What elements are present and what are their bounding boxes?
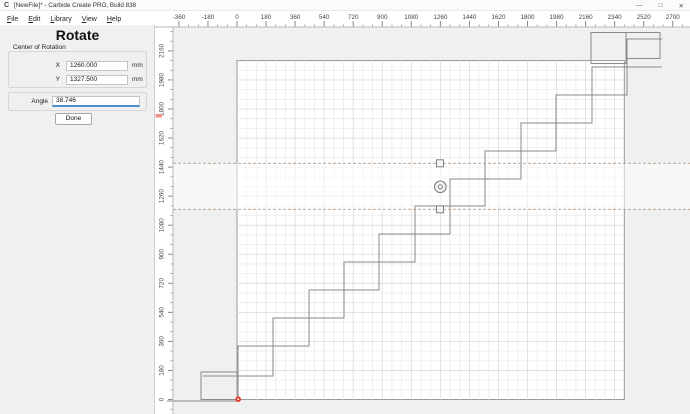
svg-text:1260: 1260 <box>159 189 166 204</box>
ruler-cursor-indicator <box>155 114 162 118</box>
svg-text:1080: 1080 <box>404 14 419 21</box>
shape-rect-3[interactable] <box>625 32 661 59</box>
rotation-center-handle[interactable] <box>433 180 447 194</box>
x-label: X <box>55 62 60 69</box>
rotate-panel: Rotate Center of Rotation X mm Y mm Angl… <box>0 25 155 414</box>
rotation-handle-top[interactable] <box>436 159 444 168</box>
svg-text:-360: -360 <box>173 14 186 21</box>
y-label: Y <box>55 76 60 83</box>
svg-text:1800: 1800 <box>159 101 166 116</box>
menu-item-help[interactable]: Help <box>106 15 122 23</box>
angle-label: Angle <box>31 97 48 105</box>
y-unit-label: mm <box>132 76 143 83</box>
svg-text:1440: 1440 <box>159 160 166 175</box>
menu-item-library[interactable]: Library <box>50 15 72 23</box>
svg-text:2340: 2340 <box>608 14 623 21</box>
svg-text:360: 360 <box>159 336 166 347</box>
shape-rect-1[interactable] <box>200 371 239 400</box>
page-title: Rotate <box>55 27 100 43</box>
selection-band <box>173 163 690 210</box>
rotate-overlay <box>173 159 690 214</box>
svg-text:1080: 1080 <box>159 218 166 233</box>
y-field[interactable] <box>66 74 128 85</box>
svg-text:1980: 1980 <box>550 14 565 21</box>
menu-item-edit[interactable]: Edit <box>28 15 41 23</box>
close-button[interactable]: ✕ <box>678 2 684 10</box>
svg-text:-180: -180 <box>202 14 215 21</box>
svg-text:900: 900 <box>159 249 166 260</box>
grid <box>237 60 625 400</box>
menu-item-file[interactable]: File <box>7 15 19 23</box>
svg-text:2700: 2700 <box>666 14 681 21</box>
svg-text:360: 360 <box>290 14 301 21</box>
left-ruler: 0 180 360 540 720 900 1080 1260 1440 1620 1800 1980… <box>159 31 173 410</box>
svg-text:2160: 2160 <box>159 43 166 58</box>
svg-text:2520: 2520 <box>637 14 652 21</box>
design-shapes[interactable] <box>167 32 662 402</box>
x-field[interactable] <box>66 60 128 71</box>
svg-text:1620: 1620 <box>159 131 166 146</box>
rotation-handle-bottom[interactable] <box>436 205 444 214</box>
app-icon: C <box>4 1 10 9</box>
title-bar: C [NewFile]* - Carbide Create PRO, Build… <box>0 0 690 11</box>
menu-bar: File Edit Library View Help <box>2 11 126 27</box>
center-of-rotation-label: Center of Rotation <box>13 44 66 51</box>
svg-text:720: 720 <box>159 278 166 289</box>
maximize-button[interactable]: □ <box>658 2 663 9</box>
x-unit-label: mm <box>132 62 143 69</box>
design-canvas[interactable]: -360 -180 0 180 360 540 720 900 1080 1260 1440 1620… <box>155 11 690 414</box>
svg-text:2160: 2160 <box>579 14 594 21</box>
svg-text:540: 540 <box>319 14 330 21</box>
shape-staircase-2[interactable] <box>203 38 662 377</box>
svg-text:720: 720 <box>348 14 359 21</box>
menu-item-view[interactable]: View <box>81 15 97 23</box>
window-title: [NewFile]* - Carbide Create PRO, Build 8… <box>14 2 137 9</box>
svg-text:0: 0 <box>159 397 166 401</box>
svg-text:0: 0 <box>235 14 239 21</box>
angle-group <box>8 91 147 111</box>
svg-text:1620: 1620 <box>491 14 506 21</box>
svg-text:900: 900 <box>377 14 388 21</box>
svg-text:1980: 1980 <box>159 72 166 87</box>
svg-text:180: 180 <box>159 365 166 376</box>
center-of-rotation-group <box>8 51 147 88</box>
done-button[interactable]: Done <box>55 112 92 125</box>
angle-field[interactable] <box>52 95 140 107</box>
svg-text:540: 540 <box>159 307 166 318</box>
minimize-button[interactable]: — <box>636 2 643 9</box>
window-controls: — □ ✕ <box>636 0 684 11</box>
svg-text:1440: 1440 <box>462 14 477 21</box>
svg-text:1260: 1260 <box>433 14 448 21</box>
job-origin-marker[interactable] <box>235 396 241 403</box>
svg-text:180: 180 <box>261 14 272 21</box>
svg-text:1800: 1800 <box>520 14 535 21</box>
